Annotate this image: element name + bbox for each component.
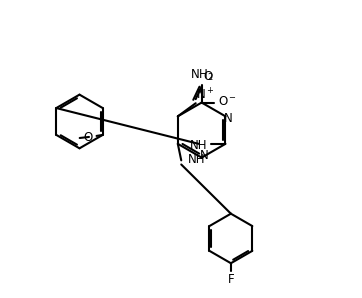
Text: F: F (228, 273, 234, 286)
Text: NH: NH (190, 139, 207, 152)
Text: N$^+$: N$^+$ (197, 87, 215, 103)
Text: NH: NH (188, 153, 205, 166)
Text: O: O (84, 131, 93, 144)
Text: N: N (224, 112, 233, 125)
Text: N: N (200, 149, 209, 162)
Text: NH$_2$: NH$_2$ (190, 68, 214, 83)
Text: O$^-$: O$^-$ (218, 95, 237, 108)
Text: O: O (203, 70, 212, 83)
